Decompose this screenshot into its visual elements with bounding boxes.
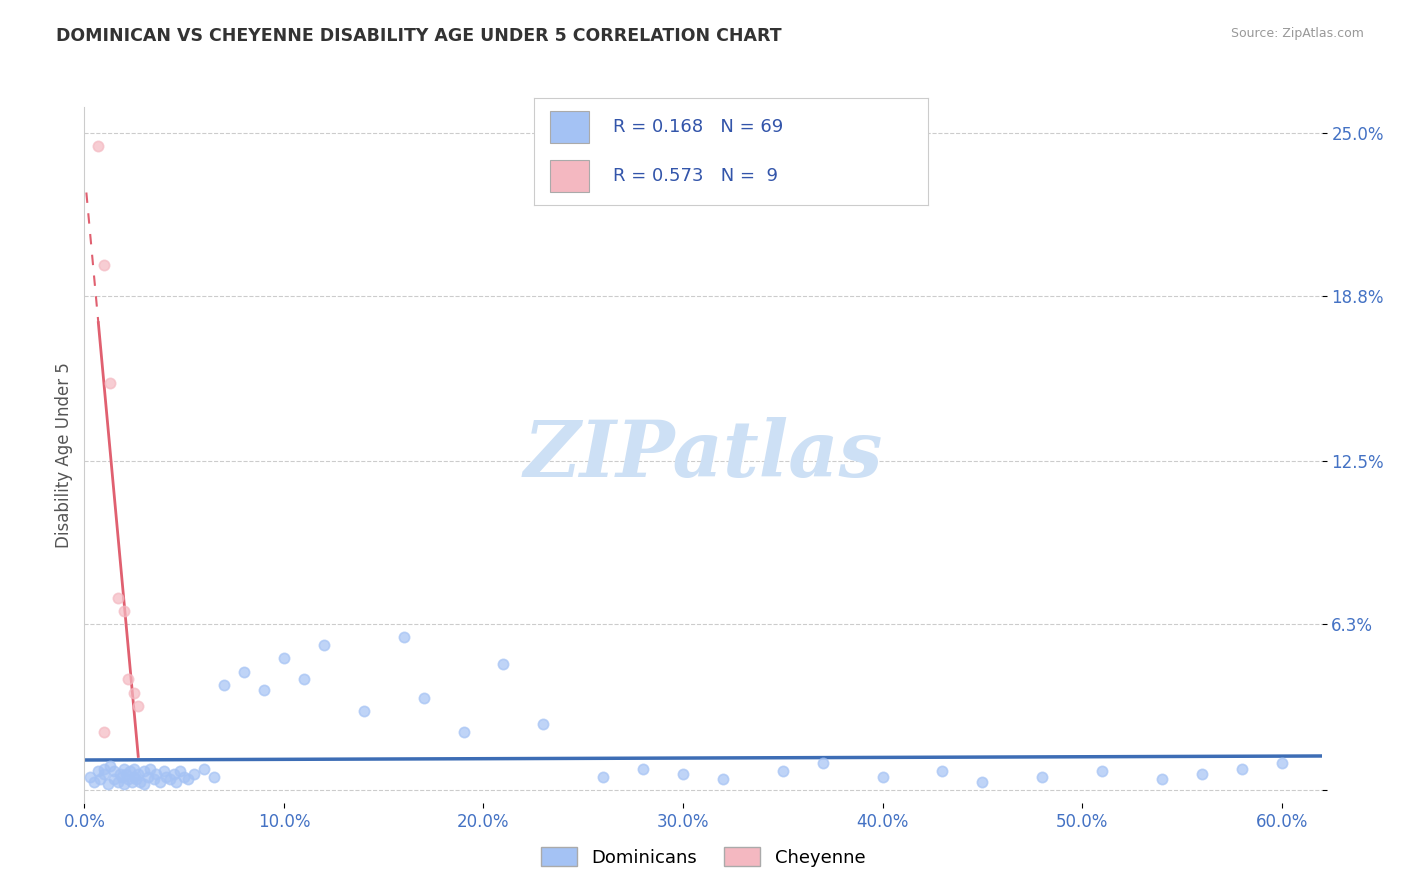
Point (129, 774, 152, 789)
Point (169, 764, 191, 779)
Point (1191, 767, 1213, 781)
Point (592, 770, 614, 784)
Point (312, 638, 335, 652)
Point (112, 762, 135, 776)
Point (136, 770, 159, 784)
Point (127, 698, 149, 713)
Point (145, 767, 167, 781)
Point (772, 764, 794, 779)
Point (134, 764, 156, 779)
Y-axis label: Disability Age Under 5: Disability Age Under 5 (55, 362, 73, 548)
Point (672, 767, 695, 781)
Point (98, 376, 121, 390)
Point (711, 772, 734, 787)
Point (165, 774, 187, 789)
Point (1150, 772, 1173, 787)
Point (212, 678, 235, 692)
Point (121, 774, 143, 789)
Text: Source: ZipAtlas.com: Source: ZipAtlas.com (1230, 27, 1364, 40)
Point (492, 657, 515, 671)
Point (125, 772, 148, 787)
Point (202, 770, 225, 784)
Point (110, 767, 132, 781)
Point (972, 774, 994, 789)
Point (931, 764, 953, 779)
Point (103, 772, 125, 787)
Point (107, 774, 129, 789)
Point (122, 685, 145, 699)
Point (453, 725, 475, 739)
Point (103, 764, 125, 779)
Point (149, 774, 172, 789)
Text: DOMINICAN VS CHEYENNE DISABILITY AGE UNDER 5 CORRELATION CHART: DOMINICAN VS CHEYENNE DISABILITY AGE UND… (56, 27, 782, 45)
Point (122, 770, 145, 784)
Point (173, 770, 195, 784)
Point (122, 762, 145, 776)
Point (353, 704, 375, 718)
Point (115, 767, 138, 781)
Point (143, 772, 166, 787)
Text: R = 0.573   N =  9: R = 0.573 N = 9 (613, 168, 778, 186)
Point (872, 770, 894, 784)
Point (177, 772, 200, 787)
Point (111, 770, 134, 784)
Point (120, 764, 142, 779)
Point (93, 258, 115, 272)
Point (153, 764, 176, 779)
Point (97, 777, 120, 791)
Point (159, 772, 181, 787)
Point (134, 777, 156, 791)
Point (1230, 762, 1253, 776)
Text: ZIPatlas: ZIPatlas (523, 417, 883, 493)
Point (292, 673, 315, 687)
Point (233, 665, 256, 679)
Point (117, 673, 139, 687)
Point (631, 762, 654, 776)
Point (253, 682, 276, 697)
Point (117, 772, 139, 787)
Point (273, 651, 295, 665)
Point (183, 767, 205, 781)
Point (98, 759, 121, 773)
Point (531, 717, 554, 731)
Point (87, 139, 110, 153)
Point (107, 591, 129, 605)
Point (193, 762, 215, 776)
Point (79, 770, 101, 784)
Point (89, 772, 111, 787)
Point (412, 690, 434, 705)
Point (811, 756, 834, 771)
Point (155, 770, 177, 784)
Point (1271, 756, 1294, 771)
Point (93, 725, 115, 739)
Point (112, 604, 135, 618)
Point (87, 764, 110, 779)
Point (392, 631, 415, 645)
Point (1031, 770, 1053, 784)
Point (139, 762, 162, 776)
Point (112, 777, 135, 791)
FancyBboxPatch shape (550, 161, 589, 193)
Point (93, 767, 115, 781)
Legend: Dominicans, Cheyenne: Dominicans, Cheyenne (533, 840, 873, 874)
Text: R = 0.168   N = 69: R = 0.168 N = 69 (613, 118, 783, 136)
Point (93, 762, 115, 776)
FancyBboxPatch shape (550, 111, 589, 143)
Point (163, 767, 186, 781)
Point (1091, 764, 1114, 779)
Point (127, 767, 149, 781)
Point (83, 774, 105, 789)
